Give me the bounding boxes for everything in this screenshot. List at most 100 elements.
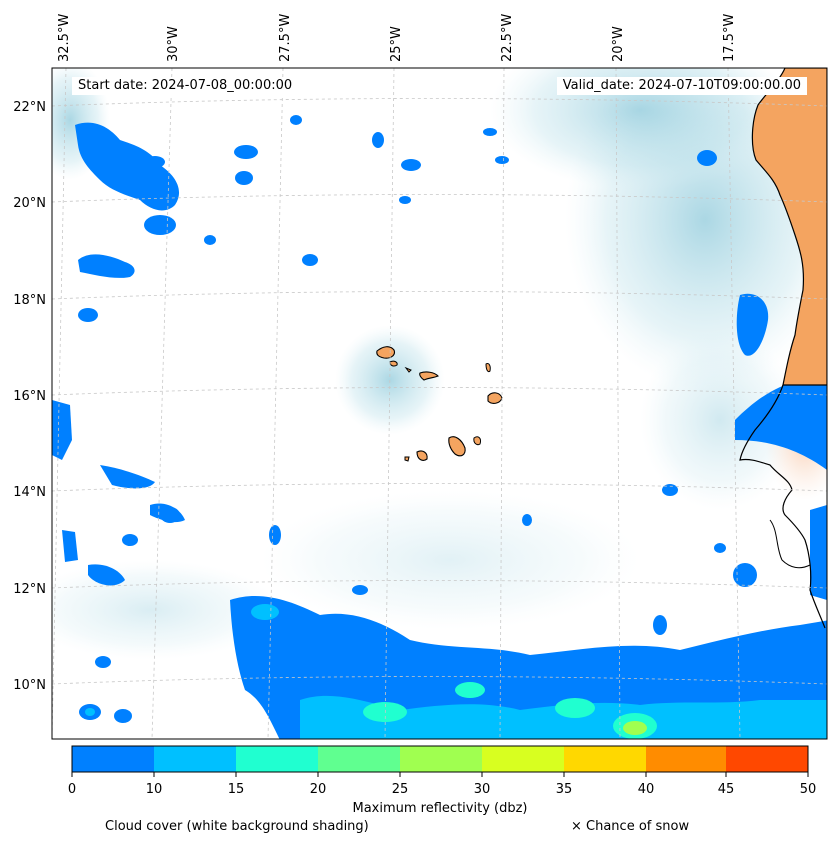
lon-label: 32.5°W [57, 14, 72, 62]
colorbar-tick-label: 15 [228, 782, 245, 797]
reflectivity-south-dot-6 [714, 543, 726, 553]
colorbar-tick-label: 10 [146, 782, 163, 797]
reflectivity-east-dot-2 [662, 484, 678, 496]
reflectivity-north-dot-5 [302, 254, 318, 266]
reflectivity-south-dot-2 [122, 534, 138, 546]
lat-label: 10°N [13, 678, 46, 693]
gridlines [52, 68, 827, 739]
cloud-cover-northeast [490, 68, 790, 190]
snow-legend: × Chance of snow [571, 819, 690, 834]
island-maio [473, 436, 481, 446]
meridian-25w [384, 68, 395, 739]
island-sal [485, 363, 491, 373]
colorbar-segment [72, 746, 154, 772]
colorbar-frame [71, 745, 809, 773]
reflectivity-west-band [100, 465, 155, 489]
meridian-32-5w [52, 68, 67, 739]
cloud-cover-south [260, 490, 640, 630]
colorbar-segment [154, 746, 236, 772]
colorbar-title: Maximum reflectivity (dbz) [352, 801, 528, 816]
reflectivity-west-strip [62, 530, 78, 562]
africa-landmass [751, 68, 827, 386]
parallel-10n [52, 676, 827, 685]
island-fogo [416, 450, 428, 461]
reflectivity-northwest-cluster [75, 122, 180, 211]
reflectivity-north-dot-9 [290, 115, 302, 125]
meridian-20w [615, 68, 621, 739]
reflectivity-coast-dot [733, 563, 757, 587]
reflectivity-north-dot-11 [495, 156, 509, 164]
parallel-22n [52, 98, 827, 107]
parallel-16n [52, 387, 827, 396]
reflectivity-band-south-mid [300, 695, 827, 739]
reflectivity-south-dot-4 [269, 525, 281, 545]
reflectivity-coast-cluster [810, 505, 827, 600]
colorbar-tick-label: 20 [310, 782, 327, 797]
colorbar-tick-label: 25 [392, 782, 409, 797]
colorbar-ticks [71, 772, 809, 777]
island-sao-nicolau [419, 371, 439, 381]
island-santa-luzia [404, 366, 412, 373]
africa-coastline-detail [769, 519, 811, 569]
reflectivity-north-dot-8 [372, 132, 384, 148]
reflectivity-core-center [623, 721, 647, 735]
lat-label: 18°N [13, 293, 46, 308]
reflectivity-coast-band [735, 379, 827, 470]
lat-label: 20°N [13, 196, 46, 211]
reflectivity-nw-dot-1 [78, 308, 98, 322]
reflectivity-east-dot [697, 150, 717, 166]
island-sao-vicente [389, 360, 398, 367]
latitude-labels: 22°N 20°N 18°N 16°N 14°N 12°N 10°N [13, 100, 46, 693]
start-date-label: Start date: 2024-07-08_00:00:00 [72, 77, 299, 95]
reflectivity-sw-dot-2 [114, 709, 132, 723]
reflectivity-south-dot-5 [352, 585, 368, 595]
lon-label: 17.5°W [722, 14, 737, 62]
reflectivity-north-dot-10 [483, 128, 497, 136]
colorbar-tick-label: 50 [800, 782, 817, 797]
meridian-30w [151, 68, 173, 739]
land-layer [376, 68, 827, 629]
colorbar-tick-label: 30 [474, 782, 491, 797]
meridian-22-5w [499, 68, 505, 739]
lon-label: 20°W [611, 26, 626, 62]
reflectivity-sw-dot-1-core [85, 708, 95, 716]
colorbar-segment [400, 746, 482, 772]
lat-label: 22°N [13, 100, 46, 115]
parallel-20n [52, 194, 827, 203]
parallel-14n [52, 483, 827, 492]
lon-label: 27.5°W [278, 14, 293, 62]
colorbar-segment [236, 746, 318, 772]
colorbar-tick-label: 0 [68, 782, 76, 797]
map-frame [51, 67, 828, 740]
lon-label: 25°W [389, 26, 404, 62]
meridian-27-5w [267, 68, 284, 739]
reflectivity-north-dot-7 [401, 159, 421, 171]
colorbar-segment [564, 746, 646, 772]
reflectivity-north-dot-3 [145, 156, 165, 168]
longitude-labels: 32.5°W 30°W 27.5°W 25°W 22.5°W 20°W 17.5… [57, 14, 737, 62]
reflectivity-north-dot-6 [399, 196, 411, 204]
cloud-cover-legend: Cloud cover (white background shading) [105, 819, 369, 834]
colorbar-segment [482, 746, 564, 772]
colorbar-segment [646, 746, 726, 772]
reflectivity-west-edge [52, 400, 72, 460]
reflectivity-northwest-band [78, 254, 135, 278]
reflectivity-south-dot-7 [522, 514, 532, 526]
reflectivity-sw-cluster [88, 564, 125, 586]
colorbar-tick-label: 45 [718, 782, 735, 797]
lon-label: 30°W [166, 26, 181, 62]
island-boa-vista [487, 392, 503, 404]
reflectivity-south-dot-3 [160, 507, 180, 523]
reflectivity-sw-dot-3 [95, 656, 111, 668]
island-santo-antao [376, 346, 395, 359]
reflectivity-south-dot-1 [653, 615, 667, 635]
colorbar-segment [726, 746, 808, 772]
reflectivity-north-dot-12 [144, 215, 176, 235]
colorbar: 0 10 15 20 25 30 35 40 45 50 [68, 745, 817, 797]
lat-label: 14°N [13, 485, 46, 500]
reflectivity-cell-c [455, 682, 485, 698]
lon-label: 22.5°W [500, 14, 515, 62]
meridian-17-5w [727, 68, 741, 739]
reflectivity-cell-d [251, 604, 279, 620]
